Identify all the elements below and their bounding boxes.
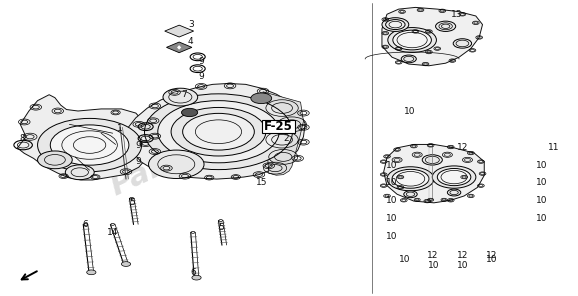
Polygon shape	[166, 42, 192, 53]
Circle shape	[392, 157, 402, 163]
Text: 10: 10	[536, 161, 548, 170]
Polygon shape	[17, 95, 151, 180]
Text: 10: 10	[536, 178, 548, 187]
Circle shape	[50, 125, 129, 165]
Circle shape	[149, 150, 204, 178]
Circle shape	[38, 151, 72, 169]
Circle shape	[436, 21, 455, 31]
Text: 12: 12	[457, 251, 468, 260]
Text: 10: 10	[536, 196, 548, 205]
Text: 4: 4	[188, 37, 194, 46]
Circle shape	[192, 275, 201, 280]
Text: 12: 12	[486, 251, 497, 260]
Text: 10: 10	[428, 261, 439, 270]
Text: 10: 10	[386, 232, 398, 241]
Text: 12: 12	[427, 251, 438, 260]
Circle shape	[392, 169, 429, 188]
Text: 7: 7	[181, 90, 187, 99]
Polygon shape	[382, 7, 483, 66]
Circle shape	[121, 262, 131, 266]
Circle shape	[158, 101, 279, 163]
Text: 10: 10	[486, 255, 497, 264]
Circle shape	[388, 28, 436, 52]
Text: 9: 9	[198, 72, 204, 81]
Circle shape	[401, 55, 416, 63]
Text: 12: 12	[457, 143, 468, 152]
Text: 10: 10	[399, 255, 410, 264]
Polygon shape	[165, 25, 194, 37]
Circle shape	[453, 39, 472, 48]
Polygon shape	[127, 83, 305, 179]
Circle shape	[462, 157, 473, 163]
Text: 10: 10	[386, 214, 398, 223]
Text: 10: 10	[536, 214, 548, 223]
Text: ◆: ◆	[177, 45, 181, 50]
Circle shape	[65, 165, 94, 180]
Text: 10: 10	[457, 261, 468, 270]
Circle shape	[181, 108, 198, 117]
Text: 15: 15	[255, 178, 267, 187]
Text: 5: 5	[129, 198, 135, 207]
Text: 14: 14	[107, 228, 118, 237]
Polygon shape	[384, 144, 484, 203]
Text: F-25: F-25	[264, 120, 293, 133]
Circle shape	[438, 168, 471, 186]
Circle shape	[163, 88, 198, 106]
Polygon shape	[263, 92, 303, 175]
Text: 8: 8	[19, 134, 25, 143]
Text: 9: 9	[136, 141, 142, 149]
Text: 9: 9	[198, 57, 204, 66]
FancyBboxPatch shape	[262, 120, 295, 133]
Circle shape	[404, 191, 417, 198]
Text: 10: 10	[403, 107, 415, 116]
Text: 6: 6	[190, 268, 196, 277]
Circle shape	[432, 166, 476, 188]
Circle shape	[447, 189, 461, 196]
Text: 6: 6	[83, 221, 88, 229]
Circle shape	[393, 30, 431, 50]
Text: 9: 9	[136, 157, 142, 166]
Circle shape	[38, 118, 142, 172]
Circle shape	[144, 94, 292, 170]
Circle shape	[412, 152, 422, 157]
Text: 1: 1	[117, 124, 123, 133]
Text: 5: 5	[218, 223, 224, 232]
Circle shape	[87, 270, 96, 275]
Circle shape	[442, 152, 453, 157]
Circle shape	[382, 18, 409, 31]
Text: 3: 3	[188, 20, 194, 29]
Text: 10: 10	[386, 178, 398, 187]
Circle shape	[251, 93, 272, 104]
Text: 13: 13	[451, 10, 462, 19]
Text: PartsBike: PartsBike	[105, 107, 265, 201]
Circle shape	[171, 107, 266, 156]
Text: 2: 2	[283, 134, 289, 143]
Circle shape	[387, 167, 434, 191]
Text: 11: 11	[548, 143, 560, 152]
Text: 10: 10	[386, 161, 398, 170]
Circle shape	[386, 20, 405, 30]
Circle shape	[422, 155, 442, 165]
Circle shape	[183, 113, 254, 150]
Text: 10: 10	[386, 196, 398, 205]
